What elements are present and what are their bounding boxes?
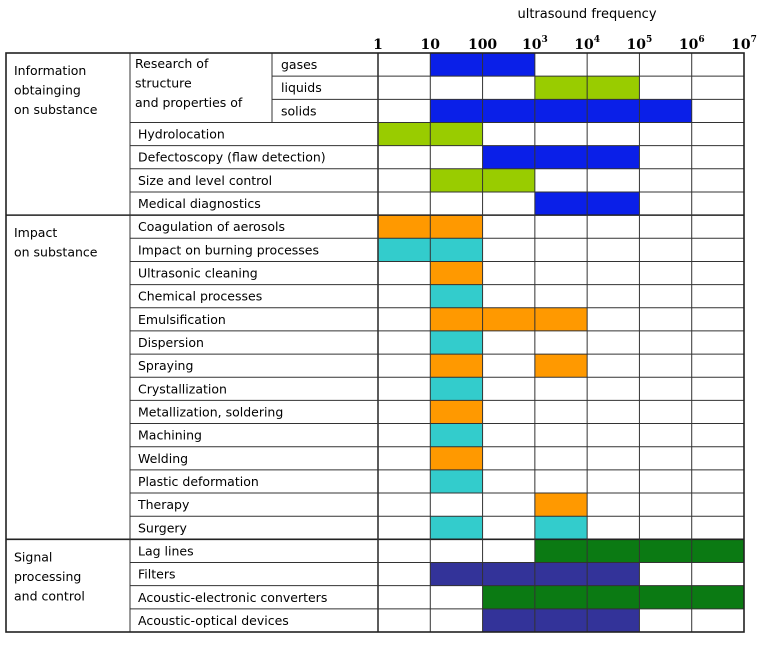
row-label: Dispersion (138, 335, 204, 350)
row-label: Lag lines (138, 543, 194, 558)
row-label: Coagulation of aerosols (138, 219, 285, 234)
row-label: Chemical processes (138, 289, 262, 304)
category-label-line: and control (14, 588, 85, 603)
range-bar (430, 307, 588, 331)
group-label: Research of structure and properties of (135, 56, 243, 110)
x-tick-label: 105 (627, 35, 653, 53)
range-bar (430, 284, 483, 308)
range-bar (430, 400, 483, 424)
x-tick-base: 10 (731, 37, 751, 53)
range-bar (430, 469, 483, 494)
row-label: Ultrasonic cleaning (138, 266, 258, 281)
range-bar (430, 330, 483, 355)
x-tick-label: 1 (373, 37, 383, 53)
row-label: Size and level control (138, 173, 272, 188)
x-tick-base: 10 (421, 37, 441, 53)
row-label: Medical diagnostics (138, 196, 261, 211)
x-tick-label: 103 (522, 35, 548, 53)
group-label-line: and properties of (135, 95, 243, 110)
x-tick-base: 10 (679, 37, 699, 53)
row-label: Metallization, soldering (138, 404, 283, 419)
category-label-line: Impact (14, 225, 57, 240)
bars-layer (378, 53, 744, 632)
row-label: Hydrolocation (138, 127, 225, 142)
category-label-line: processing (14, 569, 81, 584)
range-bar (482, 145, 640, 169)
range-bar (430, 99, 692, 123)
x-tick-label: 10 (421, 37, 441, 53)
row-label: Acoustic-electronic converters (138, 590, 327, 605)
x-tick-base: 10 (522, 37, 542, 53)
x-tick-exponent: 7 (751, 35, 757, 45)
range-bar (534, 354, 588, 378)
row-label: liquids (281, 80, 322, 95)
range-bar (430, 446, 483, 470)
row-label: Spraying (138, 358, 193, 373)
row-label: Welding (138, 451, 188, 466)
x-tick-label: 106 (679, 35, 705, 53)
category-label: Signal processing and control (14, 549, 85, 603)
x-tick-base: 100 (468, 37, 497, 53)
row-label: Plastic deformation (138, 474, 259, 489)
range-bar (430, 377, 483, 401)
range-bar (430, 261, 483, 285)
row-label: Filters (138, 567, 175, 582)
row-label: Emulsification (138, 312, 226, 327)
x-tick-label: 107 (731, 35, 757, 53)
row-label: Machining (138, 428, 202, 443)
row-label: Crystallization (138, 381, 227, 396)
row-label: solids (281, 103, 317, 118)
category-label-line: obtainging (14, 83, 81, 98)
row-label: Defectoscopy (flaw detection) (138, 150, 326, 165)
range-bar (534, 516, 588, 540)
range-bar (430, 423, 483, 447)
row-label: gases (281, 57, 317, 72)
x-tick-base: 10 (574, 37, 594, 53)
chart-title: ultrasound frequency (517, 7, 656, 22)
x-tick-base: 10 (627, 37, 647, 53)
range-bar (482, 585, 744, 609)
category-label-line: Information (14, 63, 86, 78)
row-label: Impact on burning processes (138, 242, 319, 257)
grid-layer (5, 52, 745, 633)
row-label: Therapy (137, 497, 190, 512)
category-label-line: on substance (14, 102, 98, 117)
row-label: Acoustic-optical devices (138, 613, 289, 628)
range-bar (534, 493, 588, 517)
category-label: Information obtainging on substance (14, 63, 98, 117)
range-bar (430, 354, 483, 378)
category-label: Impact on substance (14, 225, 98, 260)
range-bar (430, 516, 483, 540)
category-label-line: Signal (14, 549, 52, 564)
x-tick-exponent: 3 (541, 35, 547, 45)
range-bar (482, 608, 640, 632)
x-tick-label: 100 (468, 37, 497, 53)
x-tick-exponent: 4 (594, 35, 600, 45)
x-tick-base: 1 (373, 37, 383, 53)
group-label-line: structure (135, 76, 192, 91)
group-label-line: Research of (135, 56, 209, 71)
x-tick-label: 104 (574, 35, 600, 53)
row-label: Surgery (138, 520, 188, 535)
category-label-line: on substance (14, 245, 98, 260)
x-tick-exponent: 6 (698, 35, 704, 45)
x-tick-exponent: 5 (646, 35, 652, 45)
table-border (5, 52, 745, 633)
